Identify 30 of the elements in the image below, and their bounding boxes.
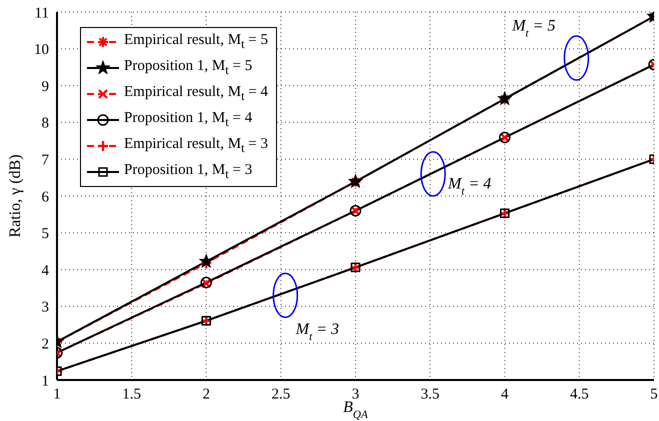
annotation: M$_{t}$ = 4 xyxy=(447,176,492,198)
x-tick-label: 5 xyxy=(650,386,658,403)
legend-label: Empirical result, M$_{t}$ = 3 xyxy=(124,136,268,156)
legend-label: Proposition 1, M$_{t}$ = 4 xyxy=(124,110,252,130)
legend-label: Proposition 1, M$_{t}$ = 3 xyxy=(124,162,252,182)
y-tick-label: 1 xyxy=(42,373,49,390)
x-tick-label: 4.5 xyxy=(570,386,589,403)
y-tick-label: 7 xyxy=(42,152,50,169)
legend-label: Proposition 1, M$_{t}$ = 5 xyxy=(124,58,252,78)
point xyxy=(198,254,214,268)
y-tick-label: 3 xyxy=(42,300,49,316)
legend-label: Empirical result, M$_{t}$ = 5 xyxy=(124,32,268,52)
y-tick-label: 9 xyxy=(42,78,49,95)
legend-label: Empirical result, M$_{t}$ = 4 xyxy=(124,84,268,104)
y-tick-label: 8 xyxy=(42,116,49,132)
annotation: M$_{t}$ = 5 xyxy=(511,17,556,40)
y-tick-label: 2 xyxy=(42,336,49,353)
x-tick-label: 2.5 xyxy=(272,386,290,403)
y-axis-title: Ratio, γ (dB) xyxy=(7,154,24,238)
annotation: M$_{t}$ = 3 xyxy=(294,321,340,343)
y-tick-label: 6 xyxy=(42,189,50,206)
x-tick-label: 1 xyxy=(53,386,61,403)
x-tick-label: 1.5 xyxy=(122,386,141,403)
x-tick-label: 2 xyxy=(202,386,210,403)
y-tick-label: 10 xyxy=(34,42,49,58)
y-tick-label: 11 xyxy=(34,5,49,22)
x-tick-label: 4 xyxy=(501,386,509,403)
y-tick-label: 5 xyxy=(42,226,49,242)
y-tick-label: 4 xyxy=(42,262,50,279)
x-tick-label: 3.5 xyxy=(420,386,440,403)
